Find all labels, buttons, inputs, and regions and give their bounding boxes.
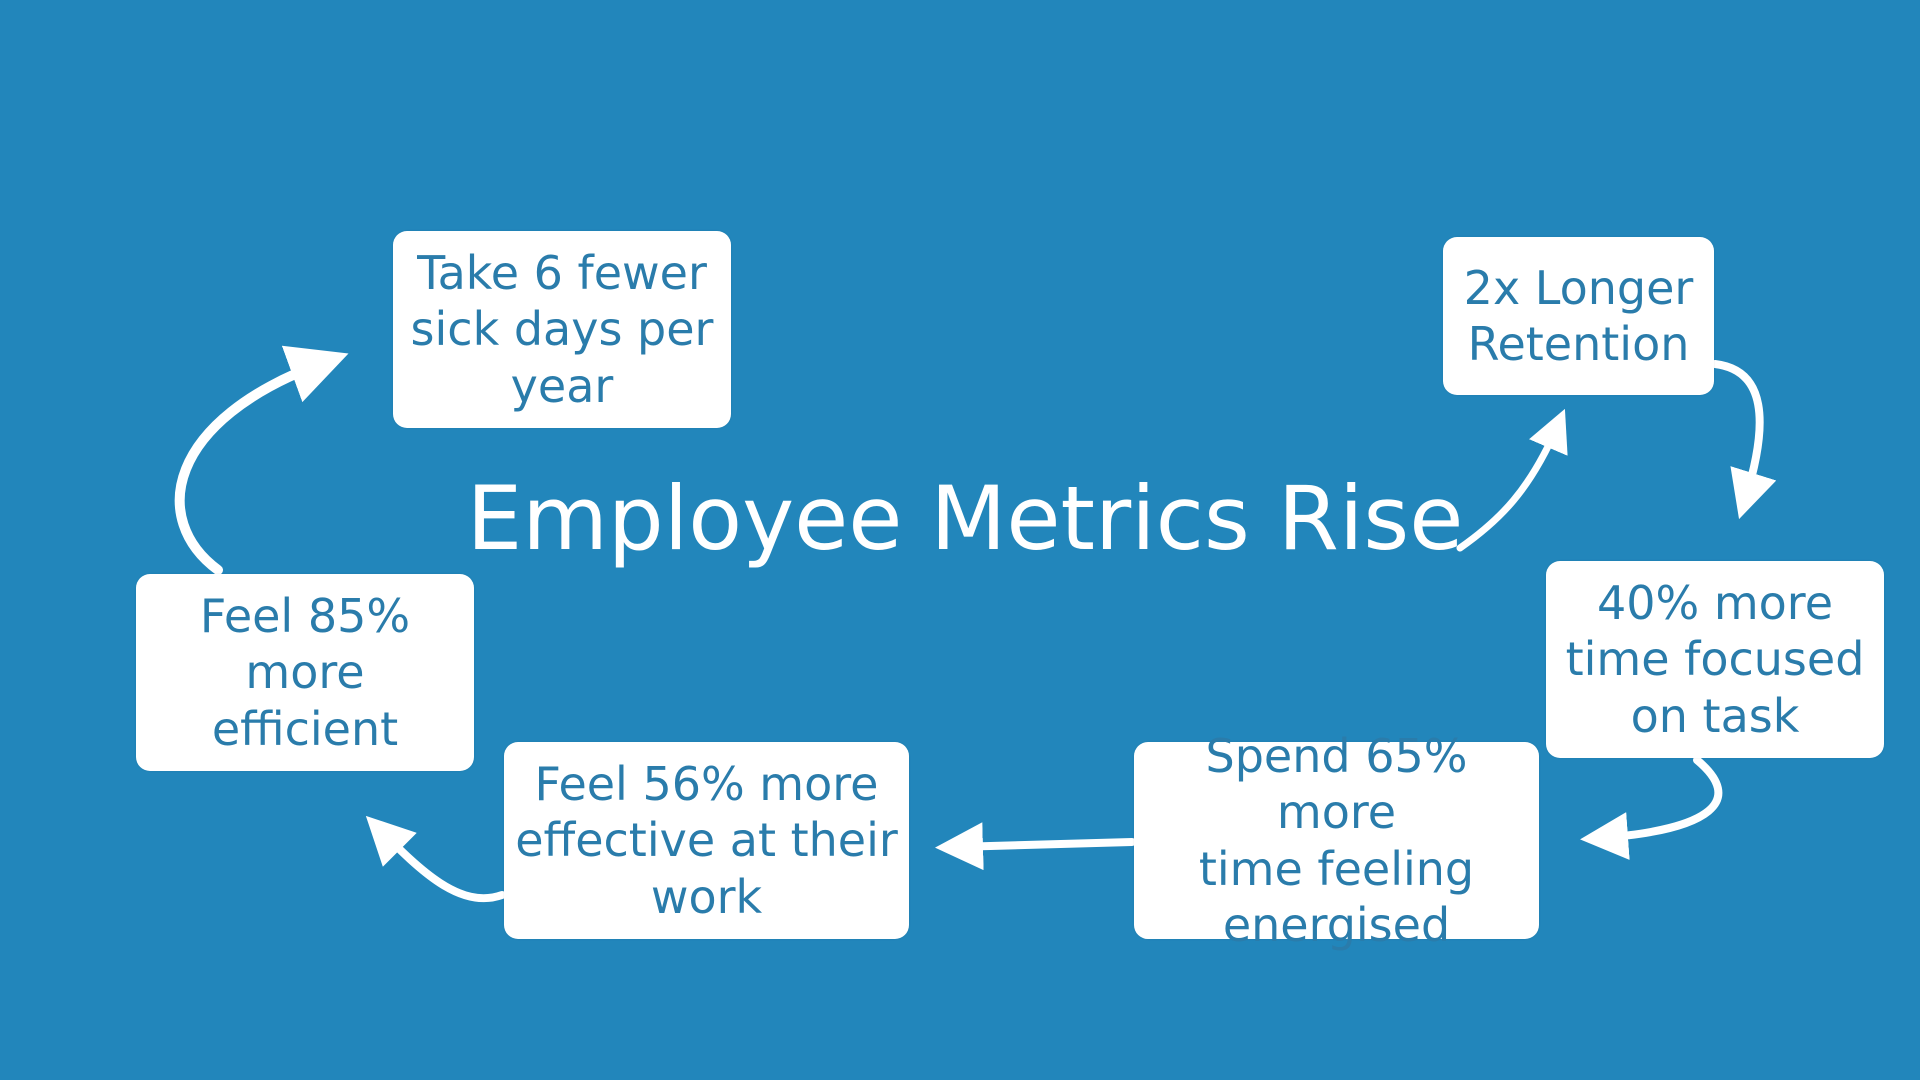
node-focused-on-task: 40% more time focused on task [1546, 561, 1884, 758]
arrow-energised-to-effective [935, 822, 1136, 871]
arrow-title-to-retention [1456, 408, 1568, 552]
node-sick-days: Take 6 fewer sick days per year [393, 231, 731, 428]
arrow-retention-to-focused [1711, 360, 1777, 520]
node-more-effective: Feel 56% more effective at their work [504, 742, 909, 939]
node-feeling-energised: Spend 65% more time feeling energised [1134, 729, 1539, 952]
arrow-effective-to-efficient [365, 815, 506, 903]
node-retention: 2x Longer Retention [1443, 237, 1714, 395]
arrow-focused-to-energised [1580, 756, 1723, 860]
diagram-title: Employee Metrics Rise [466, 467, 1464, 570]
node-more-efficient: Feel 85% more efficient [136, 574, 474, 771]
arrow-efficient-to-sick-days [174, 345, 349, 575]
